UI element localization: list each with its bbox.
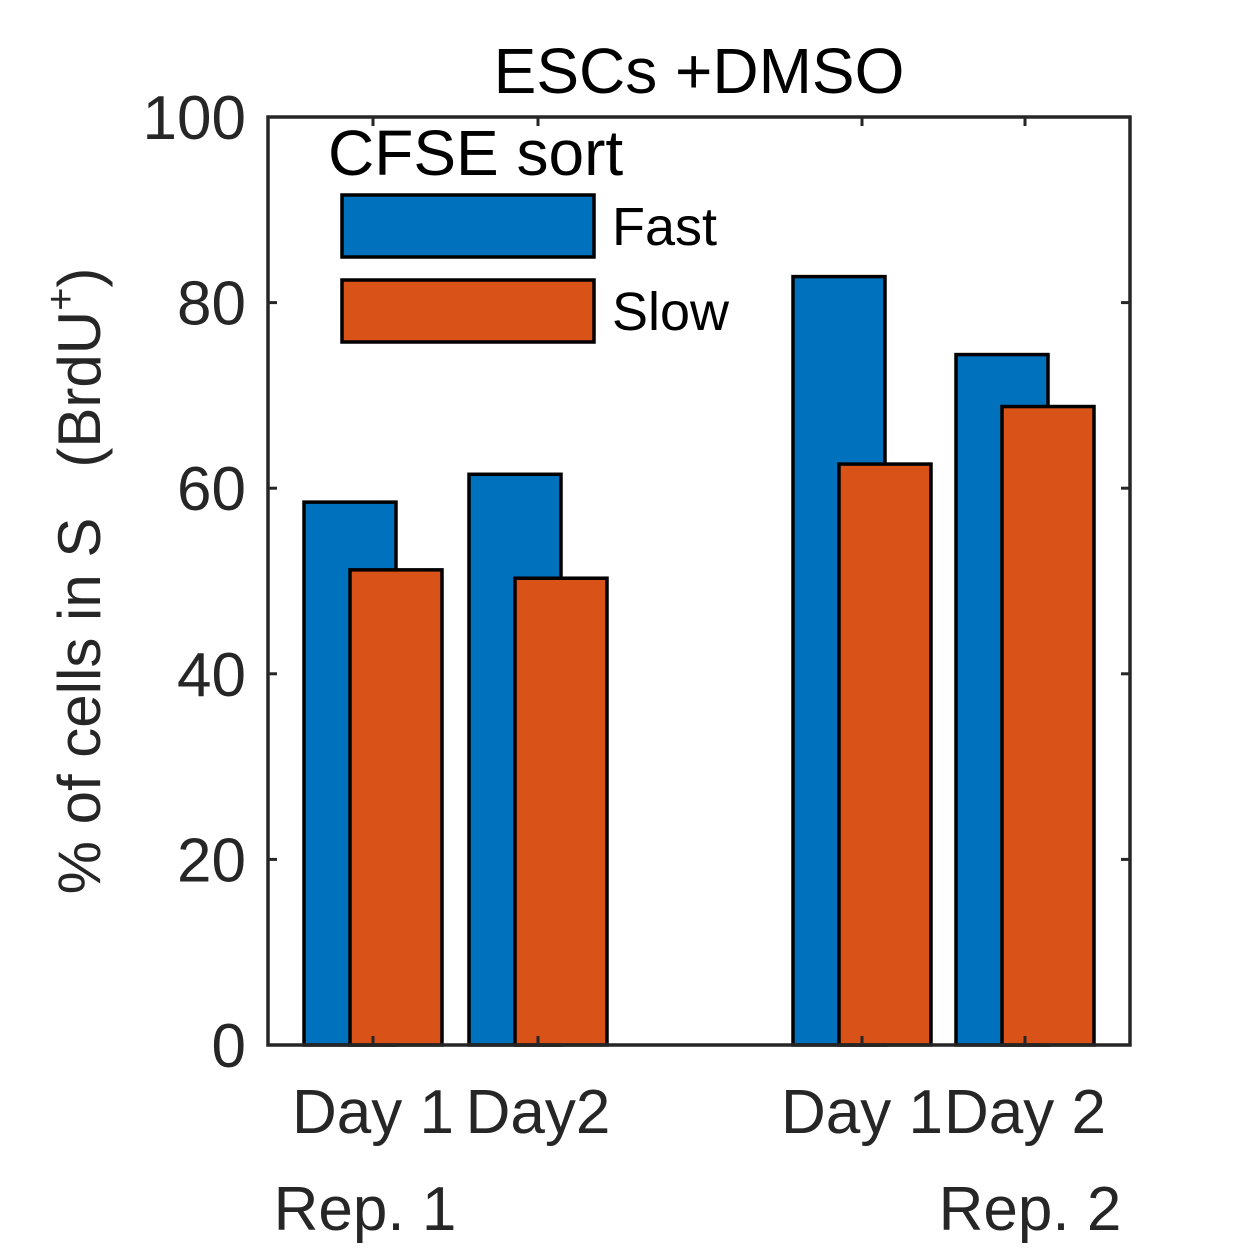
- bar-slow-2: [513, 576, 609, 1047]
- tick-marks: [268, 115, 1130, 1047]
- x-tick-label: Day 1: [292, 1078, 454, 1147]
- y-axis-label-main: % of cells in S: [46, 518, 113, 895]
- legend-label-fast: Fast: [612, 197, 717, 257]
- legend-label-slow: Slow: [612, 282, 730, 342]
- y-tick-label: 40: [177, 641, 246, 710]
- x-tick-label: Day 2: [944, 1078, 1106, 1147]
- legend-items: Fast Slow: [340, 193, 730, 344]
- y-axis-label-close: ): [46, 268, 113, 288]
- legend-title: CFSE sort: [328, 117, 623, 189]
- y-axis-label-paren: (BrdU: [46, 311, 113, 468]
- axes-box: [266, 115, 1132, 1047]
- svg-text:% of cells in S(BrdU+): % of cells in S (BrdU+): [39, 268, 113, 895]
- y-tick-label: 20: [177, 826, 246, 895]
- bar-slow-3: [837, 462, 933, 1047]
- legend-swatch-fast: [340, 193, 596, 259]
- group-label: Rep. 1: [274, 1175, 457, 1244]
- y-tick-label: 100: [143, 84, 246, 153]
- bar-slow-4: [1000, 404, 1096, 1047]
- legend-swatch-slow: [340, 278, 596, 344]
- x-tick-label: Day2: [466, 1078, 611, 1147]
- axes: [266, 115, 1132, 1047]
- y-tick-label: 60: [177, 455, 246, 524]
- y-axis-label-sup: +: [39, 288, 83, 311]
- bar-slow-1: [348, 568, 444, 1047]
- y-tick-labels: 0 20 40 60 80 100: [143, 84, 246, 1081]
- legend: CFSE sort Fast Slow: [328, 117, 730, 344]
- group-label: Rep. 2: [939, 1175, 1122, 1244]
- x-tick-label: Day 1: [781, 1078, 943, 1147]
- y-axis-label: % of cells in S (BrdU+): [39, 268, 113, 895]
- y-tick-label: 80: [177, 270, 246, 339]
- bars: [302, 274, 1096, 1047]
- chart-title: ESCs +DMSO: [494, 35, 905, 107]
- y-tick-label: 0: [212, 1012, 246, 1081]
